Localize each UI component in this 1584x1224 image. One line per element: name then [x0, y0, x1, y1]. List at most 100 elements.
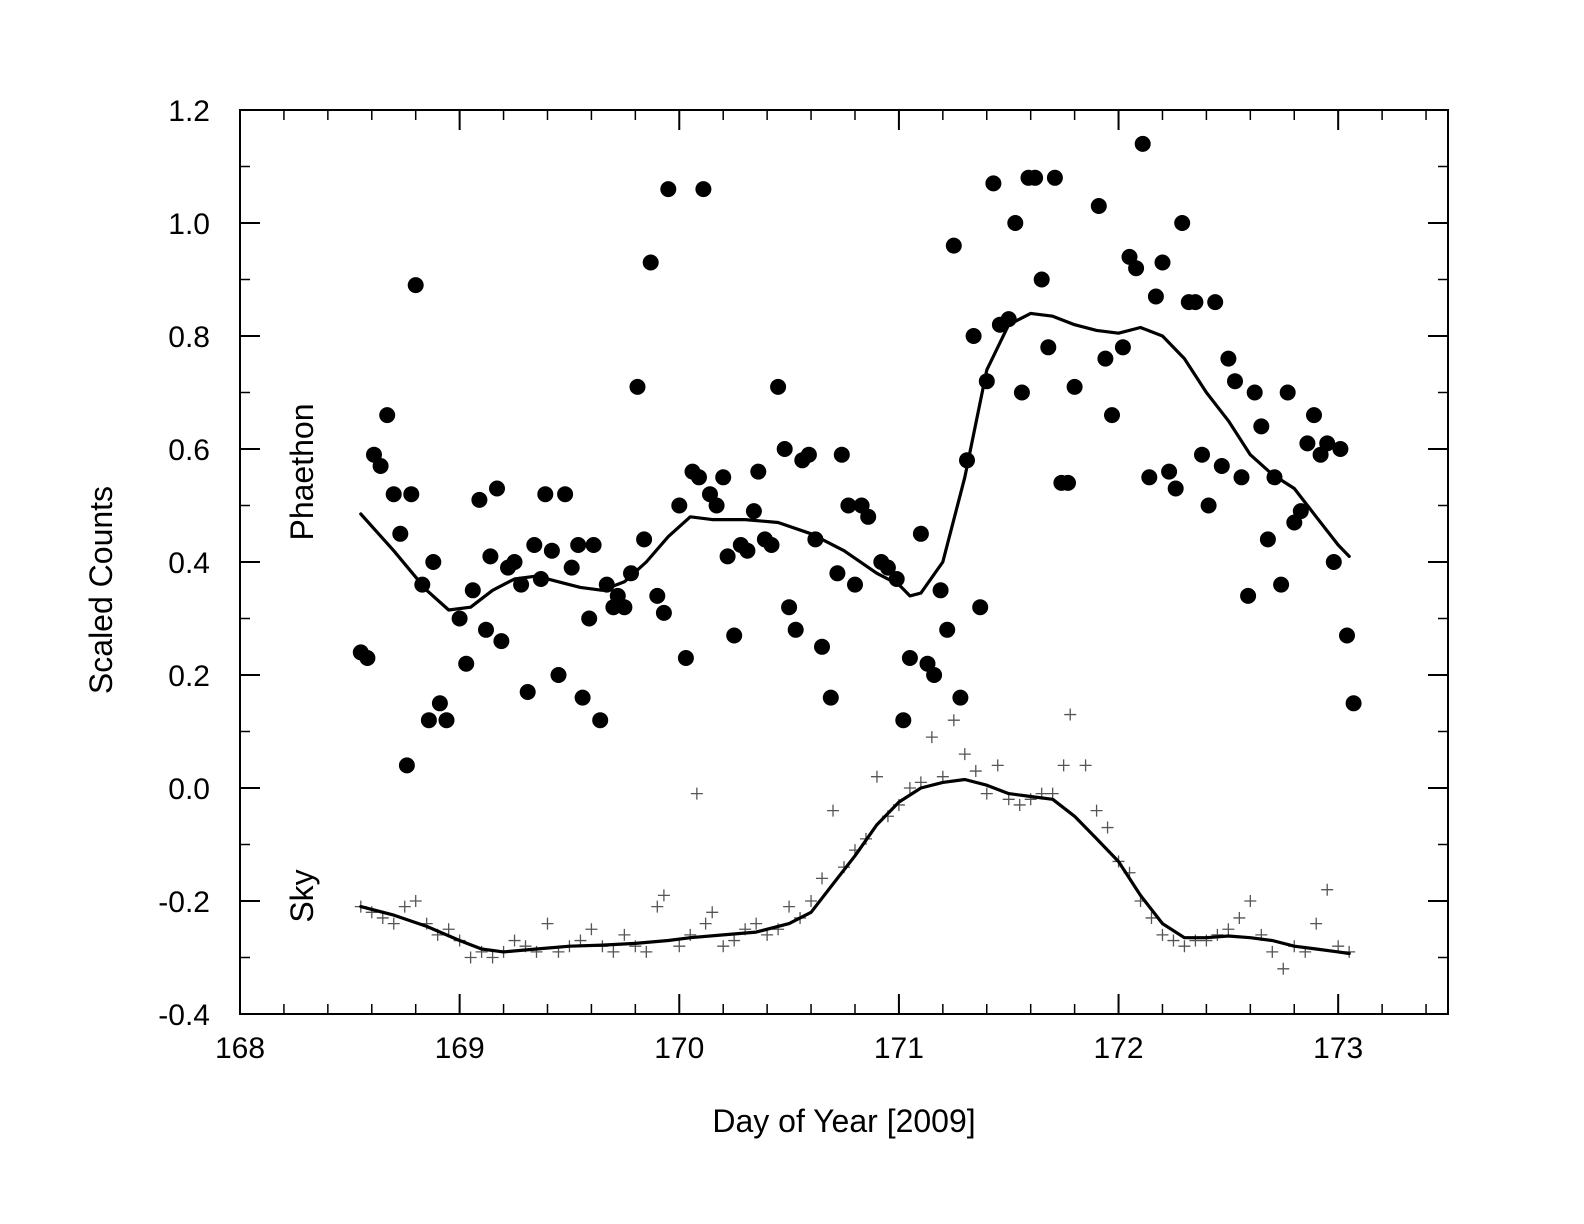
phaethon-point	[425, 554, 442, 570]
phaethon-point	[592, 712, 609, 729]
phaethon-point	[1147, 288, 1164, 305]
phaethon-point	[912, 525, 929, 542]
x-tick-label: 168	[215, 1032, 265, 1065]
sky-point	[1156, 928, 1169, 941]
phaethon-point	[1114, 339, 1131, 356]
phaethon-point	[822, 689, 839, 706]
sky-point	[783, 900, 796, 913]
phaethon-point	[379, 407, 396, 424]
phaethon-point	[506, 554, 523, 570]
phaethon-point	[398, 757, 415, 774]
phaethon-point	[1134, 135, 1151, 152]
sky-point	[805, 895, 818, 907]
phaethon-point	[1141, 469, 1158, 486]
phaethon-point	[1279, 384, 1296, 401]
phaethon-point	[1253, 418, 1270, 435]
phaethon-point	[800, 446, 817, 463]
sky-point	[1266, 945, 1279, 958]
phaethon-point	[781, 599, 798, 616]
y-tick-label: 1.2	[168, 95, 210, 128]
phaethon-annotation: Phaethon	[284, 403, 320, 540]
phaethon-point	[1213, 458, 1230, 474]
phaethon-point	[1046, 169, 1063, 186]
phaethon-point	[1066, 378, 1083, 395]
phaethon-point	[745, 503, 762, 520]
sky-point	[607, 945, 620, 958]
phaethon-point	[489, 480, 505, 497]
phaethon-point	[438, 712, 455, 729]
phaethon-point	[1097, 350, 1114, 367]
phaethon-point	[1104, 407, 1120, 424]
sky-point	[442, 923, 455, 936]
phaethon-point	[719, 548, 736, 565]
phaethon-point	[1200, 497, 1217, 514]
phaethon-point	[1227, 373, 1243, 390]
sky-point	[903, 782, 916, 794]
phaethon-point	[420, 712, 437, 729]
sky-point	[1178, 940, 1191, 953]
y-axis-label: Scaled Counts	[83, 486, 119, 694]
phaethon-point	[776, 441, 793, 457]
phaethon-point	[581, 610, 598, 627]
x-tick-label: 173	[1313, 1032, 1363, 1065]
phaethon-point	[952, 689, 969, 706]
sky-point	[914, 776, 927, 789]
phaethon-point	[1187, 294, 1204, 311]
sky-point	[958, 748, 971, 761]
x-tick-label: 171	[874, 1032, 924, 1065]
phaethon-point	[464, 582, 481, 599]
phaethon-point	[557, 486, 574, 503]
phaethon-point	[1339, 627, 1355, 644]
phaethon-point	[563, 559, 580, 576]
phaethon-point	[847, 576, 863, 593]
phaethon-point	[431, 695, 448, 712]
phaethon-point	[1246, 384, 1263, 401]
phaethon-point	[1332, 441, 1349, 457]
y-tick-label: 0.4	[168, 547, 210, 580]
phaethon-point	[1033, 271, 1050, 288]
sky-point	[1079, 759, 1092, 772]
phaethon-point	[1319, 435, 1336, 452]
phaethon-point	[649, 587, 666, 604]
sky-point	[699, 917, 712, 930]
phaethon-point	[1040, 339, 1057, 356]
sky-point	[827, 804, 840, 817]
sky-point	[1332, 940, 1345, 953]
sky-point	[409, 895, 422, 907]
phaethon-point	[901, 650, 918, 666]
phaethon-point	[392, 525, 409, 542]
phaethon-point	[513, 576, 530, 593]
phaethon-point	[1167, 480, 1184, 497]
sky-point	[1057, 759, 1070, 772]
sky-point	[1310, 917, 1323, 930]
phaethon-point	[1090, 198, 1107, 214]
phaethon-point	[451, 610, 468, 627]
phaethon-point	[372, 458, 389, 474]
sky-point	[387, 917, 400, 930]
phaethon-point	[616, 599, 633, 616]
phaethon-point	[1174, 215, 1191, 231]
minor-ticks	[239, 109, 1448, 1015]
phaethon-point	[1292, 503, 1309, 520]
sky-point	[1321, 883, 1334, 896]
phaethon-point	[945, 237, 962, 254]
sky-point	[706, 906, 719, 919]
phaethon-point	[1306, 407, 1322, 424]
phaethon-point	[671, 497, 688, 514]
sky-annotation: Sky	[284, 869, 320, 922]
phaethon-point	[715, 469, 732, 486]
y-tick-label: 1.0	[168, 208, 210, 241]
sky-point	[1002, 793, 1015, 806]
y-tick-label: -0.2	[158, 886, 210, 919]
sky-point	[816, 872, 829, 885]
phaethon-point	[726, 627, 743, 644]
sky-point	[925, 731, 938, 744]
phaethon-point	[359, 650, 376, 666]
sky-point	[947, 714, 960, 727]
x-axis-label: Day of Year [2009]	[712, 1103, 975, 1139]
sky-point	[717, 940, 730, 953]
sky-point	[376, 911, 389, 924]
phaethon-point	[814, 638, 830, 655]
sky-point	[969, 765, 982, 778]
phaethon-point	[1233, 469, 1250, 486]
